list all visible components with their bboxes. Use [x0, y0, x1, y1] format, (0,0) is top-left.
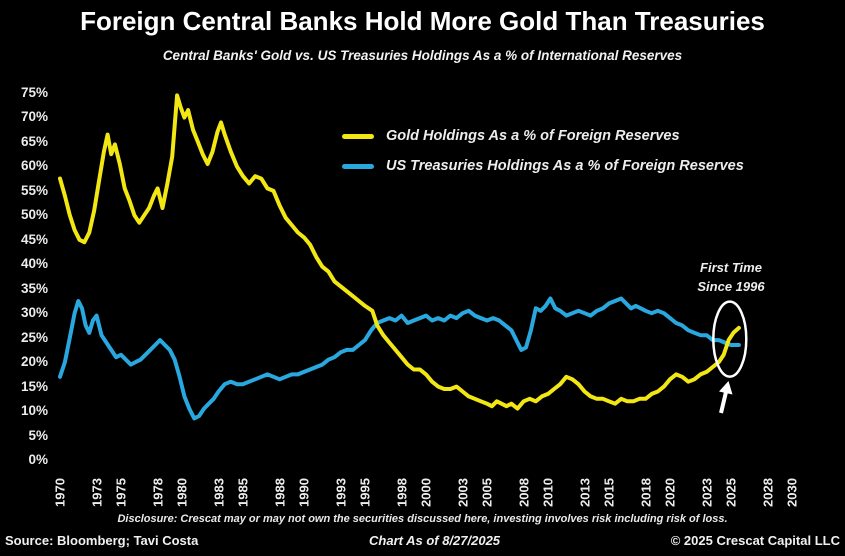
x-tick-2028: 2028	[760, 478, 776, 507]
y-tick-20: 20%	[20, 354, 48, 370]
legend-item-treasuries: US Treasuries Holdings As a % of Foreign…	[342, 158, 744, 174]
y-tick-30: 30%	[20, 305, 48, 321]
y-tick-55: 55%	[20, 182, 48, 198]
y-tick-50: 50%	[20, 207, 48, 223]
x-tick-1998: 1998	[394, 478, 410, 507]
copyright: © 2025 Crescat Capital LLC	[670, 533, 840, 548]
y-tick-60: 60%	[20, 158, 48, 174]
x-tick-2010: 2010	[540, 478, 556, 507]
x-tick-2000: 2000	[418, 478, 434, 507]
y-tick-35: 35%	[20, 280, 48, 296]
chart-subtitle: Central Banks' Gold vs. US Treasuries Ho…	[162, 48, 683, 63]
x-tick-2008: 2008	[516, 478, 532, 507]
x-tick-1995: 1995	[357, 478, 373, 507]
chart-title: Foreign Central Banks Hold More Gold Tha…	[80, 6, 765, 36]
y-tick-10: 10%	[20, 403, 48, 419]
x-tick-1978: 1978	[150, 478, 166, 507]
footer-row: Source: Bloomberg; Tavi Costa Chart As o…	[0, 533, 845, 548]
arrow-shaft	[719, 391, 728, 414]
x-tick-2020: 2020	[662, 478, 678, 507]
x-tick-2023: 2023	[699, 478, 715, 507]
arrow-head-icon	[719, 381, 733, 395]
x-tick-1993: 1993	[333, 478, 349, 507]
disclosure-text: Disclosure: Crescat may or may not own t…	[117, 513, 728, 525]
y-tick-0: 0%	[28, 452, 48, 467]
x-tick-1988: 1988	[272, 478, 288, 507]
x-tick-2003: 2003	[455, 478, 471, 507]
y-tick-15: 15%	[20, 378, 48, 394]
legend-item-gold: Gold Holdings As a % of Foreign Reserves	[342, 128, 744, 144]
legend: Gold Holdings As a % of Foreign Reserves…	[342, 128, 744, 188]
crossover-highlight-ellipse	[712, 300, 748, 378]
gold-line-swatch	[342, 133, 374, 139]
source-credit: Source: Bloomberg; Tavi Costa	[5, 533, 199, 548]
legend-label-gold: Gold Holdings As a % of Foreign Reserves	[386, 128, 680, 144]
y-tick-25: 25%	[20, 329, 48, 345]
x-tick-1983: 1983	[211, 478, 227, 507]
x-tick-2013: 2013	[577, 478, 593, 507]
x-tick-2030: 2030	[784, 478, 800, 507]
x-tick-2018: 2018	[638, 478, 654, 507]
y-tick-45: 45%	[20, 231, 48, 247]
annotation-line-2: Since 1996	[697, 279, 765, 294]
annotation-first-time: First Time Since 1996	[666, 258, 796, 296]
y-tick-65: 65%	[20, 133, 48, 149]
x-tick-1973: 1973	[89, 478, 105, 507]
y-tick-75: 75%	[20, 85, 48, 100]
gold-series-line	[58, 93, 741, 411]
x-tick-1975: 1975	[113, 478, 129, 507]
treasuries-line-swatch	[342, 163, 374, 169]
x-tick-1985: 1985	[235, 478, 251, 507]
x-tick-1990: 1990	[296, 478, 312, 507]
x-tick-1980: 1980	[174, 478, 190, 507]
y-tick-5: 5%	[28, 427, 48, 443]
x-tick-2005: 2005	[479, 478, 495, 507]
legend-label-treasuries: US Treasuries Holdings As a % of Foreign…	[386, 158, 744, 174]
y-tick-70: 70%	[20, 109, 48, 125]
treasuries-series-line	[58, 296, 741, 421]
annotation-line-1: First Time	[700, 260, 762, 275]
x-tick-1970: 1970	[52, 478, 68, 507]
y-tick-40: 40%	[20, 256, 48, 272]
x-tick-2025: 2025	[723, 478, 739, 507]
x-tick-2015: 2015	[601, 478, 617, 507]
as-of-date: Chart As of 8/27/2025	[369, 533, 501, 548]
